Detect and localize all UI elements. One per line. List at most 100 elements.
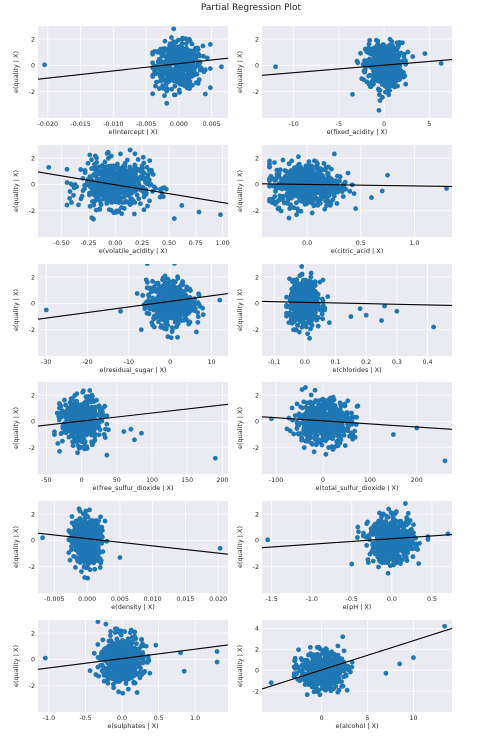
scatter-point: [67, 536, 73, 542]
scatter-point: [83, 399, 89, 404]
scatter-point: [191, 69, 197, 75]
scatter-point: [331, 407, 337, 413]
scatter-point: [177, 90, 183, 95]
scatter-point: [119, 211, 125, 217]
scatter-point: [185, 311, 191, 316]
scatter-point: [390, 72, 395, 78]
scatter-point: [180, 294, 186, 300]
x-tick-label: -0.005: [44, 596, 64, 603]
scatter-point: [324, 402, 330, 408]
scatter-point: [272, 194, 278, 199]
scatter-point: [175, 301, 181, 307]
scatter-point: [67, 557, 73, 563]
scatter-point: [113, 199, 119, 205]
scatter-point: [317, 188, 323, 194]
scatter-point: [296, 188, 302, 194]
scatter-point: [177, 51, 183, 57]
x-tick-label: 5: [427, 121, 431, 128]
scatter-point: [305, 331, 311, 337]
scatter-point: [87, 152, 93, 158]
scatter-point: [120, 188, 126, 194]
scatter-point: [150, 51, 156, 57]
scatter-point-outlier: [385, 172, 390, 178]
scatter-point: [312, 387, 318, 393]
scatter-point: [317, 279, 323, 285]
x-tick-label: 0.25: [135, 240, 149, 247]
scatter-point: [397, 59, 402, 64]
scatter-point: [91, 173, 97, 178]
scatter-point: [334, 181, 339, 187]
scatter-point: [167, 279, 173, 285]
scatter-point: [85, 415, 91, 421]
scatter-point: [389, 39, 395, 44]
y-tick-label: -2: [29, 327, 35, 334]
scatter-point: [308, 173, 314, 178]
scatter-point: [311, 178, 317, 184]
scatter-point: [140, 154, 146, 160]
scatter-point: [79, 538, 84, 544]
scatter-point: [287, 190, 293, 196]
scatter-point: [303, 179, 309, 185]
scatter-point-outlier: [438, 61, 444, 66]
scatter-point: [84, 444, 90, 450]
scatter-point: [361, 68, 367, 74]
scatter-point: [202, 67, 208, 73]
scatter-point: [96, 424, 101, 429]
scatter-point: [144, 264, 150, 267]
scatter-point: [311, 284, 316, 290]
scatter-point: [164, 100, 170, 106]
scatter-point: [79, 193, 85, 199]
scatter-point: [81, 388, 86, 394]
x-tick-label: 0.000: [170, 121, 188, 128]
scatter-point: [116, 169, 121, 175]
scatter-point: [321, 161, 327, 166]
scatter-point: [52, 432, 57, 437]
scatter-point: [284, 313, 289, 319]
scatter-point: [309, 441, 315, 447]
scatter-point-outlier: [139, 430, 144, 436]
scatter-point: [162, 38, 168, 44]
scatter-point: [89, 157, 94, 163]
scatter-point: [361, 61, 367, 67]
x-tick-label: -0.020: [38, 121, 58, 128]
scatter-point: [164, 316, 170, 322]
scatter-point: [309, 164, 315, 170]
scatter-point: [132, 162, 138, 168]
scatter-point: [405, 49, 411, 55]
scatter-point: [391, 80, 397, 85]
scatter-point: [281, 200, 287, 206]
x-tick-label: 0.010: [144, 596, 162, 603]
scatter-point: [179, 305, 185, 311]
scatter-point: [58, 431, 64, 437]
scatter-point: [297, 329, 302, 335]
scatter-point-outlier: [179, 203, 185, 208]
x-tick-label: 100: [146, 477, 158, 484]
scatter-points: [43, 264, 223, 341]
scatter-point-outlier: [171, 216, 177, 222]
scatter-point: [384, 85, 390, 91]
scatter-point: [187, 54, 193, 60]
scatter-point: [102, 518, 108, 524]
fit-line: [38, 532, 228, 555]
scatter-point: [345, 170, 351, 176]
y-axis-label: e(quality | X): [12, 289, 20, 331]
scatter-point: [122, 160, 128, 166]
y-axis-label: e(quality | X): [236, 51, 244, 93]
scatter-point: [379, 68, 385, 73]
scatter-point: [313, 202, 319, 208]
scatter-point: [155, 287, 160, 293]
scatter-point: [358, 50, 363, 56]
scatter-point: [326, 164, 332, 170]
x-tick-label: 0.005: [111, 596, 129, 603]
scatter-point-outlier: [138, 327, 144, 333]
scatter-point: [308, 326, 313, 332]
scatter-point: [352, 428, 358, 434]
scatter-point: [72, 554, 78, 560]
scatter-point: [353, 206, 359, 211]
scatter-point: [322, 194, 327, 200]
scatter-point: [183, 300, 188, 305]
scatter-point: [326, 320, 332, 326]
scatter-point: [96, 432, 102, 438]
scatter-point: [374, 75, 380, 81]
